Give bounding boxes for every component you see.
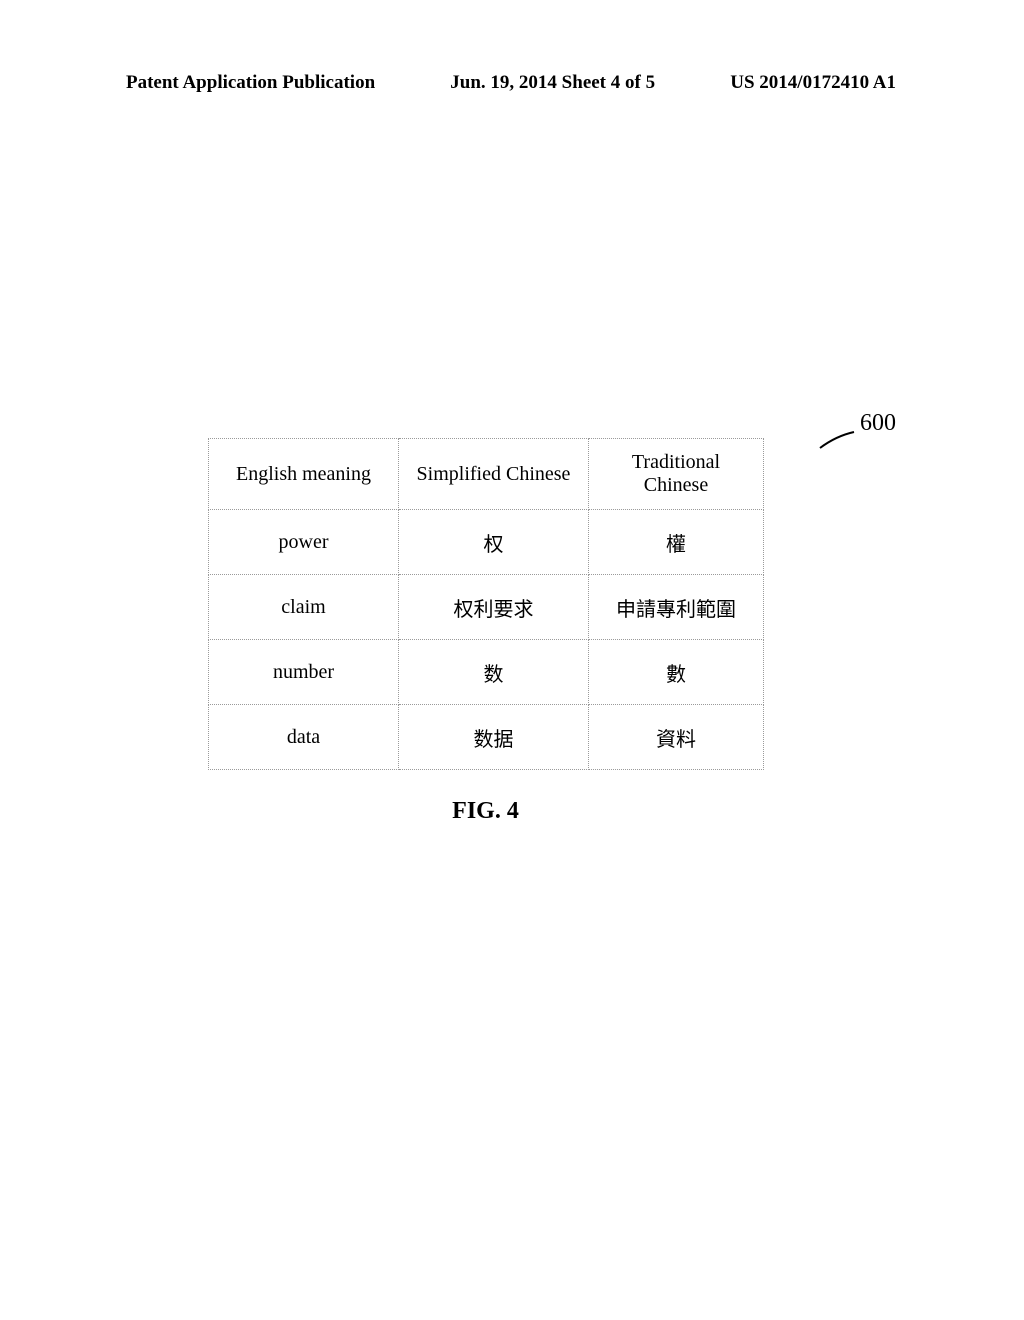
cell-english: power [209, 510, 399, 575]
cell-simplified: 数据 [399, 705, 589, 770]
figure-caption: FIG. 4 [208, 798, 763, 825]
cell-traditional: 資料 [589, 705, 764, 770]
table-row: data 数据 資料 [209, 705, 764, 770]
cell-simplified: 权利要求 [399, 575, 589, 640]
table-row: number 数 數 [209, 640, 764, 705]
cell-traditional: 申請專利範圍 [589, 575, 764, 640]
header-date-sheet: Jun. 19, 2014 Sheet 4 of 5 [450, 72, 655, 94]
reference-numeral: 600 [860, 410, 896, 437]
cell-english: number [209, 640, 399, 705]
col-header-traditional: Traditional Chinese [589, 439, 764, 510]
col-header-english: English meaning [209, 439, 399, 510]
header-publication-number: US 2014/0172410 A1 [730, 72, 896, 94]
cell-traditional: 權 [589, 510, 764, 575]
translation-table: English meaning Simplified Chinese Tradi… [208, 438, 764, 770]
col-header-simplified: Simplified Chinese [399, 439, 589, 510]
table-row: power 权 權 [209, 510, 764, 575]
page-header: Patent Application Publication Jun. 19, … [0, 72, 1024, 94]
figure-600: 600 English meaning Simplified Chinese T… [208, 438, 828, 770]
cell-simplified: 权 [399, 510, 589, 575]
patent-page: Patent Application Publication Jun. 19, … [0, 0, 1024, 1320]
table-row: claim 权利要求 申請專利範圍 [209, 575, 764, 640]
cell-simplified: 数 [399, 640, 589, 705]
cell-traditional: 數 [589, 640, 764, 705]
cell-english: claim [209, 575, 399, 640]
header-publication-type: Patent Application Publication [126, 72, 375, 94]
leader-line-icon [818, 430, 856, 450]
table-header-row: English meaning Simplified Chinese Tradi… [209, 439, 764, 510]
cell-english: data [209, 705, 399, 770]
